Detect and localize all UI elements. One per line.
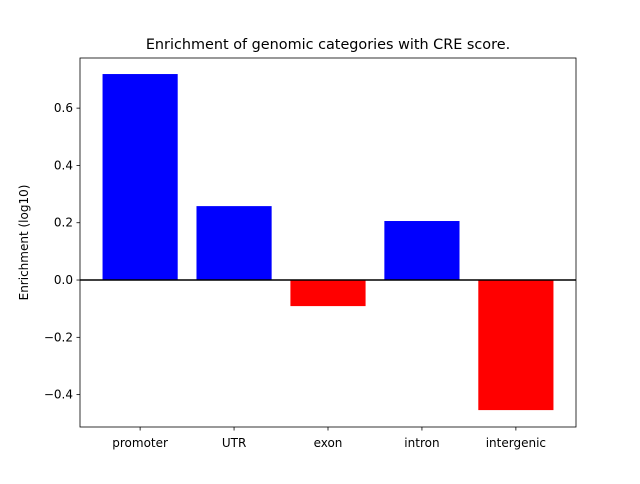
y-tick-label: −0.2	[44, 330, 73, 344]
chart-title: Enrichment of genomic categories with CR…	[146, 37, 510, 53]
y-tick-label: −0.4	[44, 388, 73, 402]
plot-frame	[79, 57, 577, 428]
bar-intergenic	[478, 280, 554, 411]
bar-exon	[290, 280, 366, 307]
bar-intron	[384, 221, 460, 281]
x-tick-label: exon	[314, 436, 343, 450]
y-tick-label: 0.2	[54, 216, 73, 230]
x-tick-label: UTR	[222, 436, 246, 450]
y-tick-label: 0.4	[54, 158, 73, 172]
x-tick-label: intergenic	[486, 436, 546, 450]
bar-UTR	[196, 206, 272, 281]
x-tick-label: promoter	[112, 436, 168, 450]
y-tick-label: 0.6	[54, 101, 73, 115]
y-axis-label: Enrichment (log10)	[17, 185, 31, 301]
x-tick-label: intron	[404, 436, 439, 450]
y-tick-label: 0.0	[54, 273, 73, 287]
bar-promoter	[102, 74, 178, 281]
